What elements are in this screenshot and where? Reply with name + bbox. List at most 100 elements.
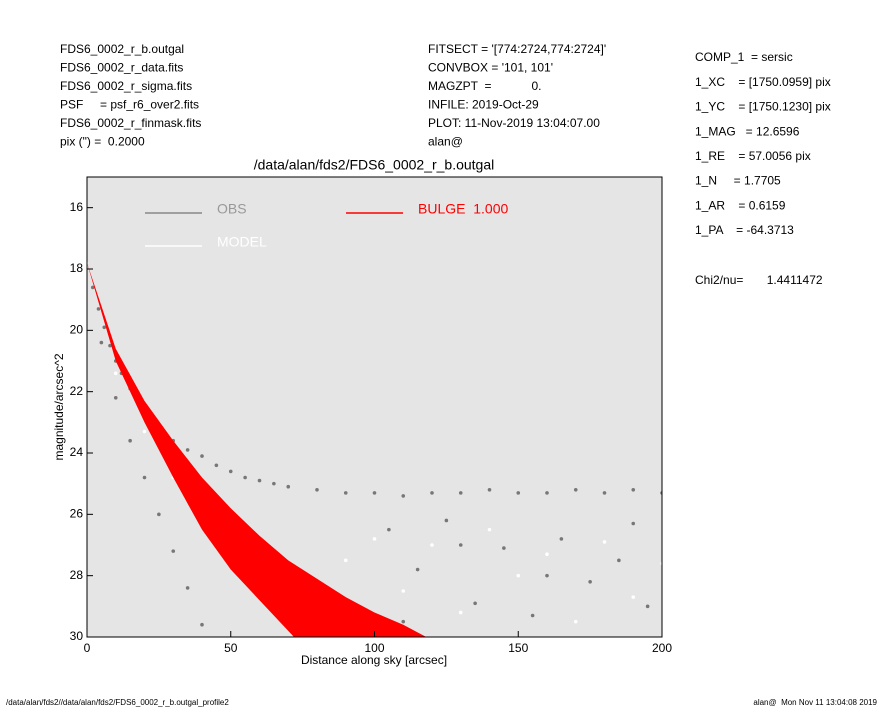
data-point xyxy=(631,521,636,526)
data-point xyxy=(545,552,549,556)
header-line: INFILE: 2019-Oct-29 xyxy=(428,98,539,112)
data-point xyxy=(171,549,176,553)
y-tick-label: 28 xyxy=(70,568,84,582)
data-point xyxy=(573,619,578,624)
data-point xyxy=(458,491,463,495)
data-point xyxy=(157,512,161,517)
data-point xyxy=(128,438,132,443)
x-axis-label: Distance along sky [arcsec] xyxy=(301,653,447,667)
data-point xyxy=(545,573,549,578)
data-point xyxy=(516,573,521,578)
data-point xyxy=(243,475,247,480)
header-line: FDS6_0002_r_sigma.fits xyxy=(60,79,192,93)
data-point xyxy=(214,463,219,468)
param-line: COMP_1 = sersic xyxy=(695,50,793,64)
data-point xyxy=(272,481,276,486)
data-point xyxy=(200,454,204,458)
header-line: CONVBOX = '101, 101' xyxy=(428,61,553,75)
data-point xyxy=(142,429,147,434)
data-point xyxy=(343,558,348,563)
data-point xyxy=(458,543,463,547)
plot xyxy=(87,261,662,637)
param-line: 1_MAG = 12.6596 xyxy=(695,124,800,138)
header-line: MAGZPT = 0. xyxy=(428,79,541,93)
data-point xyxy=(200,622,204,627)
x-tick-label: 100 xyxy=(364,641,384,655)
param-line: 1_AR = 0.6159 xyxy=(695,198,786,212)
bulge-band xyxy=(87,262,427,637)
data-point xyxy=(315,488,319,492)
header-line: PSF = psf_r6_over2.fits xyxy=(60,98,199,112)
data-point xyxy=(401,494,406,498)
y-tick-label: 30 xyxy=(70,629,84,643)
header-line: FITSECT = '[774:2724,774:2724]' xyxy=(428,42,606,56)
data-point xyxy=(257,478,262,483)
param-line: 1_YC = [1750.1230] pix xyxy=(695,100,831,114)
data-point xyxy=(602,540,607,544)
data-point xyxy=(645,604,650,609)
data-point xyxy=(415,567,420,572)
param-line: 1_RE = 57.0056 pix xyxy=(695,149,811,163)
data-point xyxy=(372,491,377,495)
y-tick-label: 24 xyxy=(70,445,84,459)
data-point xyxy=(502,546,506,550)
data-point xyxy=(516,491,521,495)
data-point xyxy=(458,610,463,615)
legend-label: MODEL xyxy=(217,234,267,250)
data-point xyxy=(559,537,564,541)
header-line: FDS6_0002_r_finmask.fits xyxy=(60,116,201,130)
param-line: 1_XC = [1750.0959] pix xyxy=(695,75,831,89)
data-point xyxy=(286,484,291,489)
data-point xyxy=(401,589,406,593)
chi2: Chi2/nu= 1.4411472 xyxy=(695,273,823,287)
data-point xyxy=(545,491,549,495)
legend-label: BULGE 1.000 xyxy=(418,201,508,217)
y-tick-label: 18 xyxy=(70,261,84,275)
chart-title: /data/alan/fds2/FDS6_0002_r_b.outgal xyxy=(254,157,495,173)
data-point xyxy=(343,491,348,495)
y-tick-label: 16 xyxy=(70,200,84,214)
y-tick-label: 22 xyxy=(70,384,84,398)
data-point xyxy=(185,586,190,590)
y-tick-label: 20 xyxy=(70,323,84,337)
data-point xyxy=(473,601,477,606)
y-tick-label: 26 xyxy=(70,507,84,521)
data-point xyxy=(617,558,621,563)
footer-right: alan@ Mon Nov 11 13:04:08 2019 xyxy=(753,698,877,707)
header-line: alan@ xyxy=(428,135,463,149)
header-line: pix (") = 0.2000 xyxy=(60,135,145,149)
param-line: 1_PA = -64.3713 xyxy=(695,223,794,237)
header-line: FDS6_0002_r_b.outgal xyxy=(60,42,184,56)
data-point xyxy=(631,595,636,599)
y-axis-label: magnitude/arcsec^2 xyxy=(52,353,66,460)
data-point xyxy=(372,537,377,541)
data-point xyxy=(430,543,434,547)
header-line: PLOT: 11-Nov-2019 13:04:07.00 xyxy=(428,116,600,130)
data-point xyxy=(387,527,391,532)
data-point xyxy=(90,285,95,290)
data-point xyxy=(401,619,406,624)
param-line: 1_N = 1.7705 xyxy=(695,174,781,188)
data-point xyxy=(430,491,434,495)
data-point xyxy=(631,488,636,492)
data-point xyxy=(588,580,592,584)
x-tick-label: 150 xyxy=(508,641,528,655)
data-point xyxy=(487,527,492,532)
data-point xyxy=(185,448,190,452)
footer-left: /data/alan/fds2//data/alan/fds2/FDS6_000… xyxy=(6,698,229,707)
x-tick-label: 0 xyxy=(84,641,91,655)
data-point xyxy=(530,613,535,618)
data-point xyxy=(487,488,492,492)
data-point xyxy=(228,469,233,474)
data-point xyxy=(142,475,147,480)
x-tick-label: 200 xyxy=(652,641,672,655)
data-point xyxy=(573,488,578,492)
data-point xyxy=(113,396,118,400)
data-point xyxy=(444,518,449,523)
data-point xyxy=(108,343,112,348)
data-point xyxy=(102,325,107,330)
data-point xyxy=(602,491,607,495)
header-line: FDS6_0002_r_data.fits xyxy=(60,61,183,75)
x-tick-label: 50 xyxy=(224,641,238,655)
